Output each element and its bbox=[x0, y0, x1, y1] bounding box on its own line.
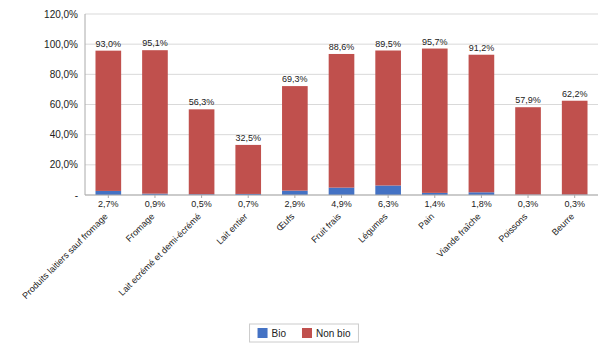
x-tick-label: Fromage bbox=[124, 211, 157, 244]
y-tick-label: 60,0% bbox=[50, 99, 78, 110]
data-label: 89,5% bbox=[375, 39, 401, 49]
x-tick-label: Lait entier bbox=[215, 211, 250, 246]
legend-frame bbox=[250, 324, 359, 342]
bar bbox=[329, 188, 355, 195]
legend-label: Bio bbox=[272, 328, 287, 339]
y-axis bbox=[85, 14, 86, 195]
data-label: 0,7% bbox=[238, 199, 259, 209]
y-tick-label: 40,0% bbox=[50, 129, 78, 140]
data-label: 0,3% bbox=[518, 199, 539, 209]
grid-line bbox=[85, 14, 598, 15]
x-tick bbox=[341, 195, 342, 198]
bar bbox=[282, 86, 308, 191]
x-tick bbox=[388, 195, 389, 198]
x-tick bbox=[434, 195, 435, 198]
bar bbox=[422, 49, 448, 193]
y-tick-label: 100,0% bbox=[44, 39, 78, 50]
data-label: 0,3% bbox=[564, 199, 585, 209]
chart: - 20,0% 40,0% 60,0% 80,0% 100,0% 120,0% Produit… bbox=[0, 0, 608, 348]
data-label: 0,9% bbox=[145, 199, 166, 209]
x-tick-label: Lait ecrémé et demi-écrémé bbox=[117, 211, 203, 297]
data-label: 88,6% bbox=[329, 42, 355, 52]
data-label: 1,8% bbox=[471, 199, 492, 209]
bar bbox=[329, 54, 355, 188]
data-label: 32,5% bbox=[235, 133, 261, 143]
x-tick-label: Poissons bbox=[497, 211, 530, 244]
x-tick bbox=[154, 195, 155, 198]
x-tick bbox=[201, 195, 202, 198]
data-label: 62,2% bbox=[562, 89, 588, 99]
data-label: 56,3% bbox=[189, 97, 215, 107]
y-tick-label: 20,0% bbox=[50, 159, 78, 170]
y-tick-label: 80,0% bbox=[50, 69, 78, 80]
x-tick-label: Œufs bbox=[274, 211, 296, 233]
legend-swatch bbox=[302, 328, 312, 338]
legend-label: Non bio bbox=[316, 328, 351, 339]
bar bbox=[189, 109, 215, 194]
bar bbox=[95, 51, 121, 191]
data-label: 93,0% bbox=[96, 39, 122, 49]
x-tick-label: Pain bbox=[416, 211, 436, 231]
legend-swatch bbox=[258, 328, 268, 338]
legend: Bio Non bio bbox=[250, 324, 359, 342]
x-tick bbox=[481, 195, 482, 198]
y-tick-label: 120,0% bbox=[44, 9, 78, 20]
x-tick bbox=[108, 195, 109, 198]
x-tick bbox=[574, 195, 575, 198]
x-tick bbox=[528, 195, 529, 198]
bar bbox=[515, 107, 541, 194]
y-tick-label: - bbox=[75, 190, 78, 201]
data-label: 2,9% bbox=[285, 199, 306, 209]
bar bbox=[282, 191, 308, 195]
bar bbox=[235, 145, 261, 194]
data-label: 95,7% bbox=[422, 37, 448, 47]
data-label: 4,9% bbox=[331, 199, 352, 209]
x-tick-label: Légumes bbox=[356, 211, 390, 245]
data-label: 6,3% bbox=[378, 199, 399, 209]
data-label: 91,2% bbox=[469, 43, 495, 53]
data-label: 57,9% bbox=[515, 95, 541, 105]
x-tick bbox=[248, 195, 249, 198]
bar bbox=[142, 50, 168, 193]
data-label: 1,4% bbox=[425, 199, 446, 209]
data-label: 95,1% bbox=[142, 38, 168, 48]
data-label: 2,7% bbox=[98, 199, 119, 209]
data-label: 0,5% bbox=[191, 199, 212, 209]
x-tick-label: Produits laitiers sauf fromage bbox=[20, 211, 109, 300]
x-tick bbox=[294, 195, 295, 198]
bar bbox=[375, 185, 401, 195]
bar bbox=[469, 55, 495, 193]
x-tick-label: Fruit frais bbox=[309, 211, 343, 245]
x-tick-label: Viande fraîche bbox=[435, 211, 483, 259]
x-tick-label: Beurre bbox=[550, 211, 576, 237]
bar bbox=[562, 101, 588, 195]
bar bbox=[375, 51, 401, 186]
data-label: 69,3% bbox=[282, 74, 308, 84]
bar bbox=[95, 191, 121, 195]
